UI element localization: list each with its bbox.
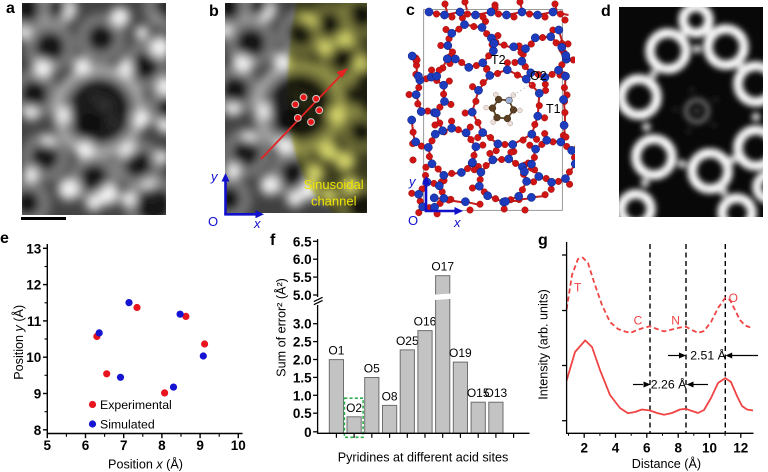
svg-text:12: 12 (26, 278, 41, 293)
svg-text:6: 6 (643, 441, 651, 456)
svg-text:O17: O17 (431, 260, 454, 274)
svg-text:1.0: 1.0 (293, 388, 312, 403)
svg-text:T1: T1 (546, 102, 561, 116)
svg-text:T2: T2 (491, 53, 506, 67)
svg-text:8: 8 (674, 441, 682, 456)
svg-text:Distance (Å): Distance (Å) (632, 456, 701, 471)
svg-text:Intensity (arb. units): Intensity (arb. units) (537, 289, 551, 400)
svg-text:Simulated: Simulated (100, 418, 155, 432)
svg-text:Experimental: Experimental (100, 398, 172, 412)
svg-text:10: 10 (26, 350, 41, 365)
svg-text:y: y (210, 169, 219, 184)
svg-text:Position y (Å): Position y (Å) (11, 305, 26, 380)
svg-text:N: N (671, 313, 680, 327)
svg-text:T: T (574, 281, 582, 295)
svg-text:channel: channel (311, 194, 357, 209)
svg-text:2.26 Å: 2.26 Å (651, 377, 687, 392)
svg-text:Position x (Å): Position x (Å) (108, 456, 183, 471)
svg-text:Pyridines at different acid si: Pyridines at different acid sites (338, 450, 509, 464)
svg-text:y: y (408, 174, 417, 189)
svg-text:O8: O8 (382, 389, 398, 403)
svg-text:O: O (408, 213, 418, 228)
svg-text:O2: O2 (530, 69, 547, 83)
svg-text:10: 10 (702, 441, 717, 456)
svg-text:3.0: 3.0 (293, 317, 312, 332)
svg-text:6.5: 6.5 (293, 234, 312, 249)
svg-text:11: 11 (27, 314, 42, 329)
svg-text:O1: O1 (328, 344, 344, 358)
svg-text:O16: O16 (414, 315, 437, 329)
svg-text:O25: O25 (396, 334, 419, 348)
svg-text:O19: O19 (449, 346, 472, 360)
svg-text:x: x (453, 215, 461, 230)
svg-text:5.0: 5.0 (293, 288, 312, 303)
svg-text:6.0: 6.0 (293, 252, 312, 267)
svg-text:C: C (634, 313, 643, 327)
svg-text:8: 8 (34, 423, 42, 438)
svg-text:9: 9 (196, 438, 204, 453)
svg-text:13: 13 (26, 241, 42, 256)
svg-text:5.5: 5.5 (293, 270, 312, 285)
svg-text:12: 12 (733, 441, 748, 456)
svg-text:2.0: 2.0 (293, 353, 312, 368)
svg-text:2.51 Å: 2.51 Å (690, 348, 726, 363)
svg-text:2: 2 (580, 441, 588, 456)
svg-text:1.5: 1.5 (293, 370, 312, 385)
svg-text:8: 8 (158, 438, 166, 453)
svg-text:0.5: 0.5 (293, 406, 312, 421)
svg-text:O2: O2 (346, 401, 362, 415)
svg-text:x: x (253, 216, 261, 231)
svg-text:7: 7 (120, 438, 128, 453)
svg-text:4: 4 (612, 441, 620, 456)
svg-text:9: 9 (34, 387, 42, 402)
svg-text:O15: O15 (467, 386, 490, 400)
svg-text:Sinusoidal: Sinusoidal (304, 177, 364, 192)
svg-text:O13: O13 (485, 386, 508, 400)
svg-text:Sum of error² (Å²): Sum of error² (Å²) (274, 278, 289, 377)
svg-text:2.5: 2.5 (293, 335, 312, 350)
svg-text:10: 10 (231, 438, 246, 453)
svg-text:5: 5 (44, 438, 52, 453)
svg-text:O: O (208, 214, 218, 229)
svg-text:O5: O5 (364, 362, 380, 376)
svg-text:6: 6 (82, 438, 90, 453)
svg-text:0: 0 (304, 425, 312, 440)
svg-text:O: O (729, 291, 738, 305)
